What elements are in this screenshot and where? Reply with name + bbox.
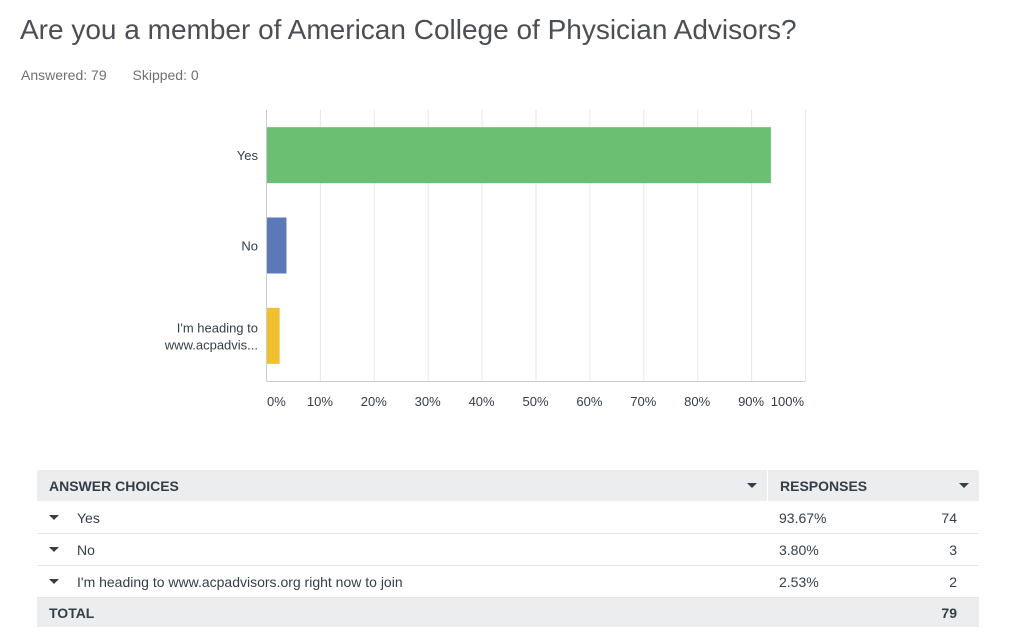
category-label: No: [241, 239, 258, 254]
x-tick-label: 90%: [738, 394, 764, 409]
total-label: TOTAL: [49, 604, 95, 621]
responses-label: RESPONSES: [780, 477, 868, 494]
answered-count: Answered: 79: [21, 67, 107, 83]
x-tick-label: 10%: [307, 394, 333, 409]
response-count: 74: [941, 509, 957, 526]
sort-caret-icon[interactable]: [959, 483, 969, 488]
x-tick-label: 80%: [684, 394, 710, 409]
bar-0: [267, 127, 771, 184]
response-count: 3: [949, 541, 957, 558]
table-header: ANSWER CHOICES RESPONSES: [37, 470, 979, 502]
bar-1: [267, 217, 287, 274]
bar-2: [267, 307, 280, 364]
expand-caret-icon[interactable]: [49, 547, 59, 552]
response-percent: 2.53%: [779, 573, 819, 590]
total-row: TOTAL 79: [37, 598, 979, 627]
total-count: 79: [941, 604, 957, 621]
question-title: Are you a member of American College of …: [20, 14, 797, 45]
x-tick-label: 20%: [361, 394, 387, 409]
table-row: I'm heading to www.acpadvisors.org right…: [37, 566, 979, 598]
x-tick-label: 30%: [415, 394, 441, 409]
x-tick-label: 0%: [267, 394, 286, 409]
bar-chart: 0% 10% 20% 30% 40% 50% 60% 70% 80% 90% 100% Yes No I'…: [164, 110, 806, 409]
answer-choice: Yes: [77, 509, 100, 526]
answer-table: ANSWER CHOICES RESPONSES Yes 93.67% 74 N…: [37, 470, 979, 627]
expand-caret-icon[interactable]: [49, 579, 59, 584]
x-tick-label: 40%: [469, 394, 495, 409]
table-row: Yes 93.67% 74: [37, 502, 979, 534]
category-label: www.acpadvis...: [164, 337, 258, 352]
x-tick-label: 50%: [522, 394, 548, 409]
x-tick-label: 100%: [771, 394, 805, 409]
x-tick-label: 70%: [630, 394, 656, 409]
answer-choices-label: ANSWER CHOICES: [49, 477, 179, 494]
response-stats: Answered: 79 Skipped: 0: [21, 67, 221, 83]
response-percent: 93.67%: [779, 509, 827, 526]
expand-caret-icon[interactable]: [49, 515, 59, 520]
category-label: Yes: [237, 148, 259, 163]
category-label: I'm heading to: [177, 320, 258, 335]
answer-choice: I'm heading to www.acpadvisors.org right…: [77, 573, 403, 590]
table-row: No 3.80% 3: [37, 534, 979, 566]
sort-caret-icon[interactable]: [747, 483, 757, 488]
responses-header[interactable]: RESPONSES: [767, 470, 979, 501]
x-tick-label: 60%: [576, 394, 602, 409]
response-count: 2: [949, 573, 957, 590]
skipped-count: Skipped: 0: [132, 67, 199, 83]
response-percent: 3.80%: [779, 541, 819, 558]
answer-choices-header[interactable]: ANSWER CHOICES: [37, 470, 767, 501]
answer-choice: No: [77, 541, 95, 558]
